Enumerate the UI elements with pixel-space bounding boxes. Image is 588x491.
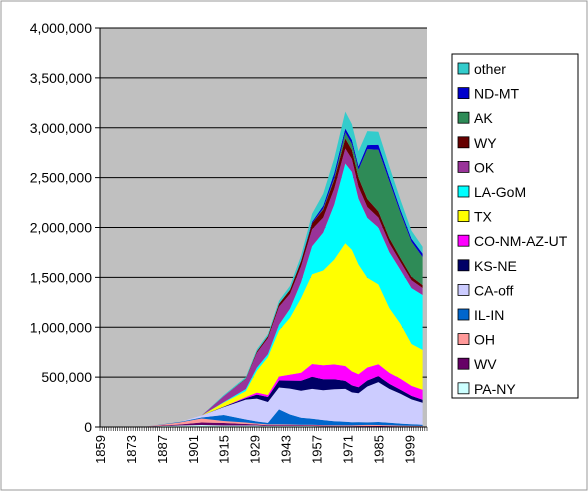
legend-swatch-other <box>457 62 470 75</box>
legend-label-nd-mt: ND-MT <box>474 86 520 102</box>
y-tick-label: 2,000,000 <box>30 220 92 236</box>
legend-swatch-nd-mt <box>457 87 470 99</box>
x-tick-label: 1957 <box>310 435 325 464</box>
y-tick-label: 500,000 <box>41 369 92 385</box>
x-tick-label: 1873 <box>124 435 139 464</box>
y-tick-label: 0 <box>84 419 92 435</box>
legend-label-ak: AK <box>474 110 493 126</box>
x-tick-label: 1971 <box>340 435 355 464</box>
legend: other ND-MT AK WY OK LA-GoM TX CO-NM-AZ-UT KS-NE… <box>451 53 579 399</box>
legend-swatch-la-gom <box>457 185 470 198</box>
legend-label-la-gom: LA-GoM <box>474 184 526 200</box>
area-ks-ne <box>100 376 423 427</box>
legend-label-ks-ne: KS-NE <box>474 258 517 274</box>
area-tx <box>100 243 423 427</box>
x-tick-label: 1901 <box>186 435 201 464</box>
legend-swatch-pa-ny <box>457 382 470 395</box>
legend-swatch-oh <box>457 333 470 346</box>
legend-swatch-ok <box>457 160 470 173</box>
legend-items: other ND-MT AK WY OK LA-GoM TX CO-NM-AZ-UT KS-NE… <box>457 61 568 397</box>
y-tick-label: 1,000,000 <box>30 319 92 335</box>
x-axis: 1859 1873 1887 1901 1915 1929 1943 1957 1971 1985… <box>93 427 428 464</box>
legend-label-ca-off: CA-off <box>474 282 514 298</box>
area-il-in <box>100 409 423 427</box>
legend-label-ok: OK <box>474 159 495 175</box>
legend-swatch-tx <box>457 210 470 223</box>
legend-label-wy: WY <box>474 135 497 151</box>
area-co-nm-az-ut <box>100 364 423 427</box>
x-tick-label: 1887 <box>155 435 170 464</box>
legend-label-il-in: IL-IN <box>474 307 504 323</box>
x-tick-label: 1985 <box>371 435 386 464</box>
area-la-gom <box>100 163 423 427</box>
x-tick-label: 1999 <box>402 435 417 464</box>
x-tick-label: 1915 <box>217 435 232 464</box>
y-tick-label: 3,000,000 <box>30 120 92 136</box>
area-ca-off <box>100 382 423 427</box>
legend-swatch-co-nm-az-ut <box>457 234 470 247</box>
legend-swatch-ak <box>457 111 470 124</box>
y-tick-label: 4,000,000 <box>30 20 92 36</box>
legend-swatch-il-in <box>457 308 470 321</box>
y-tick-label: 2,500,000 <box>30 170 92 186</box>
legend-swatch-wv <box>457 357 470 370</box>
y-tick-label: 1,500,000 <box>30 269 92 285</box>
legend-box <box>451 53 579 399</box>
legend-swatch-ks-ne <box>457 259 470 272</box>
y-axis: 0 500,000 1,000,000 1,500,000 2,000,000 2,500… <box>30 20 100 435</box>
legend-label-tx: TX <box>474 209 493 225</box>
legend-label-oh: OH <box>474 332 495 348</box>
legend-swatch-ca-off <box>457 283 470 296</box>
y-tick-label: 3,500,000 <box>30 70 92 86</box>
legend-label-wv: WV <box>474 356 497 372</box>
legend-label-pa-ny: PA-NY <box>474 381 516 397</box>
legend-label-other: other <box>474 61 506 77</box>
area-wv <box>100 422 423 427</box>
x-tick-label: 1929 <box>248 435 263 464</box>
x-tick-label: 1943 <box>279 435 294 464</box>
legend-swatch-wy <box>457 136 470 149</box>
legend-label-co-nm-az-ut: CO-NM-AZ-UT <box>474 233 568 249</box>
x-tick-label: 1859 <box>93 435 108 464</box>
